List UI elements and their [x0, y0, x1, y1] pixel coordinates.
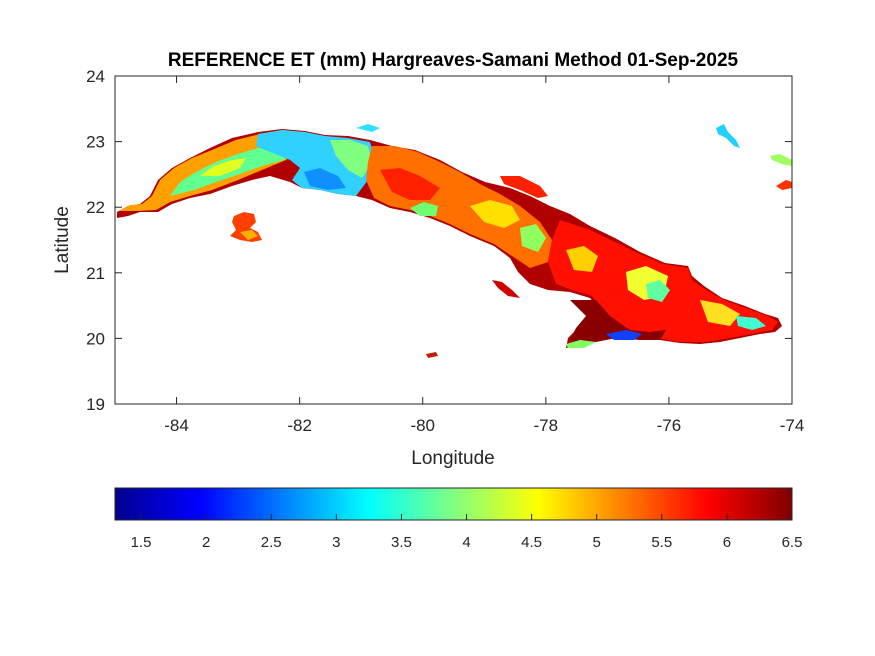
region-east-yellow-1 [566, 246, 598, 272]
bahamas-island-3 [776, 180, 792, 190]
x-tick-label: -78 [534, 416, 559, 435]
region-south-blue [606, 330, 642, 340]
bahamas-island-2 [770, 154, 792, 166]
southern-keys [492, 280, 520, 298]
y-tick-label: 21 [86, 264, 105, 283]
region-east-cyan [736, 316, 766, 330]
region-central-green-2 [520, 224, 546, 252]
plot-area [115, 76, 792, 404]
region-north-central-green [330, 140, 372, 178]
x-tick-label: -82 [287, 416, 312, 435]
region-central-red [380, 168, 440, 200]
y-tick-label: 22 [86, 198, 105, 217]
x-axis-ticks: -84 -82 -80 -78 -76 -74 [164, 76, 804, 435]
region-south-darkred [570, 300, 666, 346]
region-central-green-1 [410, 202, 438, 216]
region-south-green [566, 340, 596, 348]
colorbar-tick-label: 6.5 [782, 534, 803, 551]
x-tick-label: -76 [657, 416, 682, 435]
northern-keys-west [356, 124, 380, 132]
bahamas-island-1 [716, 124, 740, 148]
colorbar-tick-label: 1.5 [131, 534, 152, 551]
y-tick-label: 24 [86, 67, 105, 86]
colorbar-ticks: 1.5 2 2.5 3 3.5 4 4.5 5 5.5 6 6.5 [131, 514, 803, 551]
chart-title: REFERENCE ET (mm) Hargreaves-Samani Meth… [168, 50, 739, 71]
region-north-central-blue [304, 168, 346, 190]
x-tick-label: -74 [780, 416, 805, 435]
y-tick-label: 23 [86, 133, 105, 152]
region-west-yellow [200, 158, 246, 176]
x-tick-label: -80 [410, 416, 435, 435]
colorbar-tick-label: 3.5 [391, 534, 412, 551]
colorbar-tick-label: 4 [462, 534, 470, 551]
colorbar-tick-label: 5.5 [651, 534, 672, 551]
y-tick-label: 20 [86, 329, 105, 348]
colorbar-tick-label: 4.5 [521, 534, 542, 551]
region-east-green [646, 280, 670, 302]
y-tick-label: 19 [86, 395, 105, 414]
colorbar-tick-label: 2 [202, 534, 210, 551]
northern-keys-central [500, 176, 548, 198]
region-central-yellow-1 [470, 200, 520, 228]
x-tick-label: -84 [164, 416, 189, 435]
colorbar-tick-label: 6 [723, 534, 731, 551]
map-layer [117, 124, 792, 358]
axes-frame [114, 75, 793, 405]
colorbar-tick-label: 5 [593, 534, 601, 551]
colorbar-tick-label: 2.5 [261, 534, 282, 551]
y-axis-ticks: 19 20 21 22 23 24 [86, 67, 792, 414]
region-east-yellow-3 [700, 300, 740, 326]
colorbar-tick-label: 3 [332, 534, 340, 551]
isla-de-la-juventud-yellow [240, 230, 258, 240]
x-axis-label: Longitude [411, 448, 494, 469]
y-axis-label: Latitude [52, 206, 73, 274]
small-key-south [426, 352, 438, 358]
colorbar [114, 487, 793, 521]
